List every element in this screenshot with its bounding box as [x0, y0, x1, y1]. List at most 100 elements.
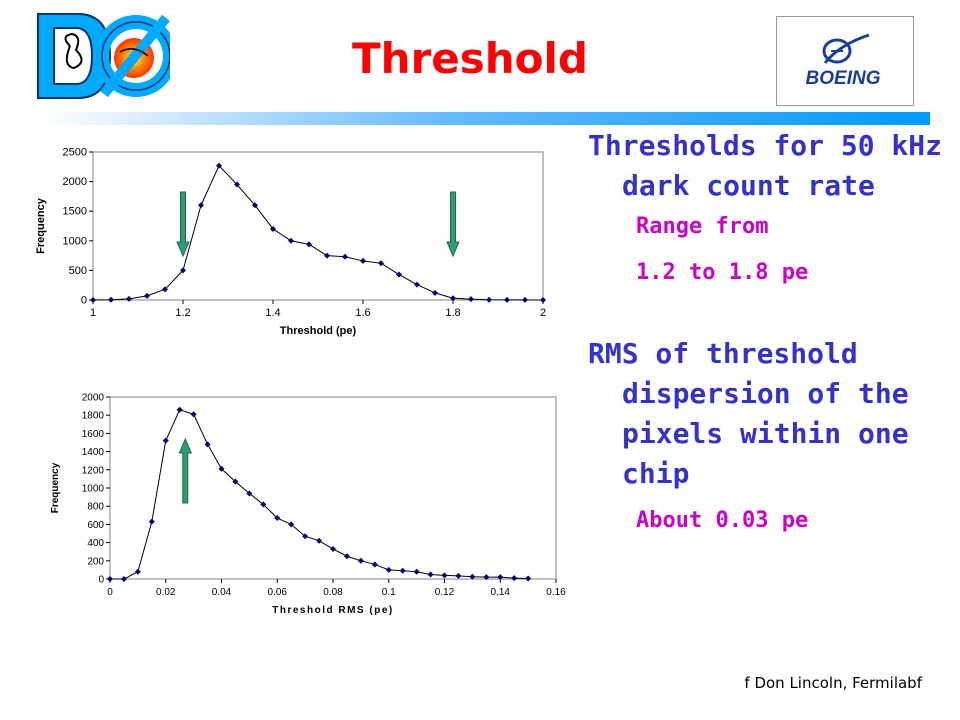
y-tick-label: 1200	[82, 465, 105, 476]
x-tick-label: 1	[90, 307, 96, 319]
bullet-list: Thresholds for 50 kHz dark count rate Ra…	[588, 126, 948, 534]
boeing-logo: BOEING	[776, 16, 914, 106]
y-tick-label: 200	[87, 556, 104, 567]
data-point	[190, 411, 197, 418]
y-tick-label: 400	[87, 538, 104, 549]
data-point	[218, 465, 225, 472]
y-tick-label: 0	[81, 295, 87, 307]
data-point	[180, 267, 186, 274]
y-tick-label: 2000	[82, 393, 105, 404]
data-point	[324, 252, 330, 259]
data-point	[497, 574, 504, 581]
y-tick-label: 1800	[82, 411, 105, 422]
data-point	[260, 501, 267, 508]
x-tick-label: 1.4	[265, 307, 280, 319]
bullet-rms: RMS of threshold dispersion of the pixel…	[588, 337, 909, 490]
data-point	[413, 568, 420, 575]
data-point	[246, 490, 253, 497]
d0-logo	[37, 13, 170, 99]
data-point	[316, 537, 323, 544]
data-point	[432, 289, 438, 296]
arrow-up-icon	[178, 437, 193, 504]
data-point	[371, 561, 378, 568]
x-tick-label: 0.08	[323, 587, 343, 598]
data-point	[234, 181, 240, 188]
data-point	[378, 260, 384, 267]
y-tick-label: 1600	[82, 429, 105, 440]
data-point	[396, 271, 402, 278]
data-point	[107, 576, 113, 582]
data-point	[216, 162, 222, 169]
data-point	[176, 406, 183, 413]
x-tick-label: 0.04	[212, 587, 232, 598]
data-point	[468, 296, 474, 303]
series-line	[92, 164, 544, 301]
data-point	[232, 478, 239, 485]
threshold-rms-frequency-chart: 0 200 400 600 800 1000 1200 1400 1600 1800 2000 0 0.…	[50, 393, 566, 617]
y-tick-label: 1000	[63, 235, 87, 247]
data-point	[270, 225, 276, 232]
data-point	[252, 202, 258, 209]
x-axis-label: Threshold (pe)	[280, 325, 357, 337]
data-point	[330, 545, 336, 552]
y-tick-label: 500	[69, 265, 87, 277]
y-axis-label: Frequency	[35, 197, 47, 254]
x-tick-label: 0.14	[491, 587, 511, 598]
data-point	[204, 441, 211, 448]
y-tick-label: 1400	[82, 447, 105, 458]
boeing-logo-text: BOEING	[806, 68, 881, 89]
data-point	[144, 292, 150, 299]
x-tick-label: 0.12	[435, 587, 455, 598]
data-point	[162, 437, 169, 444]
y-tick-label: 1000	[82, 484, 105, 495]
x-axis-label: Threshold RMS (pe)	[272, 605, 393, 616]
data-point	[274, 515, 281, 522]
arrow-down-icon	[446, 191, 460, 258]
data-point	[134, 568, 141, 575]
data-point	[414, 281, 420, 288]
data-point	[511, 575, 518, 582]
data-point	[469, 573, 476, 580]
data-point	[525, 575, 532, 582]
data-point	[148, 518, 155, 525]
subbullet-range-from: Range from	[636, 214, 769, 239]
data-point	[306, 241, 312, 248]
data-point	[427, 571, 434, 578]
data-point	[504, 296, 510, 303]
data-point	[343, 553, 350, 560]
y-axis-label: Frequency	[50, 462, 61, 513]
data-point	[126, 295, 132, 302]
x-tick-label: 0.1	[382, 587, 396, 598]
y-tick-label: 800	[87, 502, 104, 513]
slide-title: Threshold	[352, 34, 588, 83]
x-tick-label: 0.16	[546, 587, 566, 598]
data-point	[120, 576, 127, 582]
plot-area	[92, 151, 544, 301]
data-point	[399, 567, 406, 574]
data-point	[455, 572, 462, 579]
x-tick-label: 0	[107, 587, 113, 598]
x-tick-label: 1.2	[175, 307, 190, 319]
y-tick-label: 2000	[63, 176, 87, 188]
subbullet-range-values: 1.2 to 1.8 pe	[636, 260, 809, 285]
data-point	[360, 257, 366, 264]
data-point	[288, 521, 295, 528]
data-point	[522, 296, 528, 303]
data-point	[90, 297, 96, 303]
data-point	[162, 286, 168, 293]
subbullet-about: About 0.03 pe	[636, 508, 809, 533]
data-point	[450, 295, 456, 302]
data-point	[540, 297, 546, 303]
bullet-thresholds: Thresholds for 50 kHz dark count rate	[588, 129, 943, 202]
y-tick-label: 1500	[63, 206, 87, 218]
x-tick-label: 2	[540, 307, 546, 319]
y-tick-label: 600	[87, 520, 104, 531]
x-tick-label: 1.8	[445, 307, 460, 319]
x-tick-label: 0.06	[268, 587, 288, 598]
data-point	[483, 574, 490, 581]
y-tick-label: 2500	[63, 147, 87, 159]
arrow-down-icon	[176, 191, 190, 258]
threshold-frequency-chart: 0 500 1000 1500 2000 2500 1 1.2 1.4 1.6 1.8 2 Thresh…	[35, 147, 546, 338]
data-point	[441, 572, 448, 579]
data-point	[302, 533, 309, 540]
